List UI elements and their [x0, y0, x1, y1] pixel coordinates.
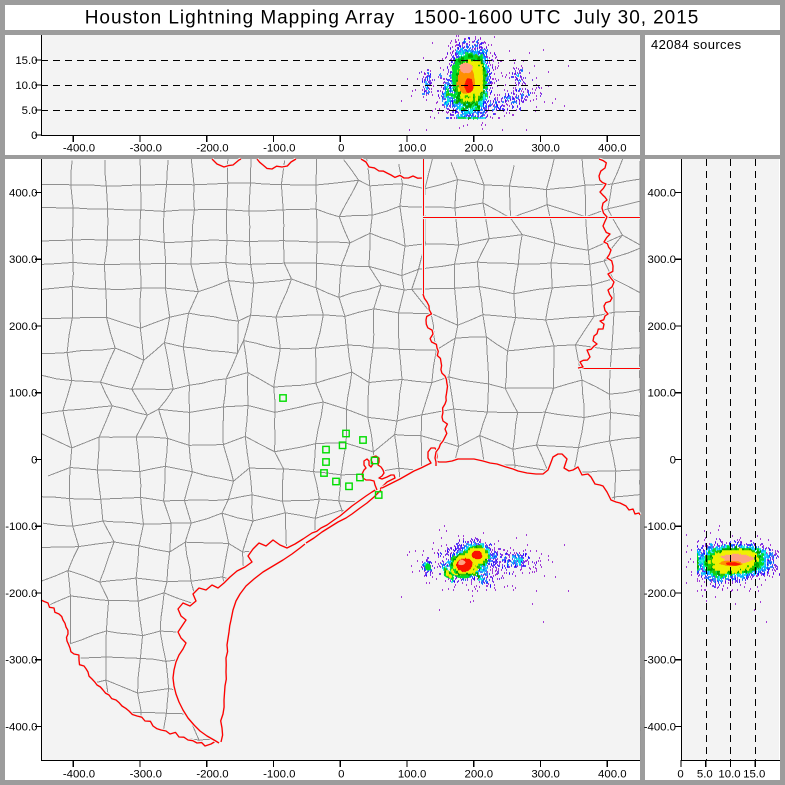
svg-text:-400.0: -400.0 [63, 143, 95, 155]
svg-text:Houston Lightning Mapping Arra: Houston Lightning Mapping Array 1500-160… [85, 8, 699, 29]
svg-text:400.0: 400.0 [647, 187, 676, 199]
svg-text:0: 0 [31, 454, 37, 466]
svg-text:-200.0: -200.0 [196, 768, 228, 780]
svg-text:-200.0: -200.0 [644, 588, 676, 600]
svg-text:0: 0 [31, 130, 37, 142]
svg-text:100.0: 100.0 [647, 388, 676, 400]
svg-text:300.0: 300.0 [531, 768, 560, 780]
svg-text:15.0: 15.0 [743, 768, 765, 780]
svg-text:-100.0: -100.0 [263, 768, 295, 780]
svg-text:5.0: 5.0 [697, 768, 713, 780]
svg-text:0: 0 [338, 768, 344, 780]
svg-text:-300.0: -300.0 [5, 655, 37, 667]
svg-text:100.0: 100.0 [398, 143, 427, 155]
svg-text:-100.0: -100.0 [644, 521, 676, 533]
svg-text:-300.0: -300.0 [644, 655, 676, 667]
svg-text:0: 0 [338, 143, 344, 155]
svg-text:5.0: 5.0 [22, 105, 38, 117]
svg-text:200.0: 200.0 [465, 143, 494, 155]
svg-text:-100.0: -100.0 [263, 143, 295, 155]
svg-text:-300.0: -300.0 [130, 143, 162, 155]
svg-text:-300.0: -300.0 [130, 768, 162, 780]
svg-text:-400.0: -400.0 [63, 768, 95, 780]
svg-text:0: 0 [677, 768, 683, 780]
svg-text:42084 sources: 42084 sources [651, 37, 742, 52]
svg-text:0: 0 [670, 454, 676, 466]
svg-text:200.0: 200.0 [465, 768, 494, 780]
svg-text:10.0: 10.0 [15, 80, 37, 92]
svg-text:-100.0: -100.0 [5, 521, 37, 533]
svg-text:100.0: 100.0 [398, 768, 427, 780]
svg-text:400.0: 400.0 [9, 187, 38, 199]
svg-text:-400.0: -400.0 [644, 721, 676, 733]
svg-text:300.0: 300.0 [9, 254, 38, 266]
svg-text:400.0: 400.0 [598, 768, 627, 780]
svg-text:300.0: 300.0 [647, 254, 676, 266]
svg-text:200.0: 200.0 [9, 321, 38, 333]
svg-text:400.0: 400.0 [598, 143, 627, 155]
svg-text:200.0: 200.0 [647, 321, 676, 333]
svg-text:15.0: 15.0 [15, 55, 37, 67]
svg-text:-200.0: -200.0 [5, 588, 37, 600]
svg-text:-200.0: -200.0 [196, 143, 228, 155]
svg-text:300.0: 300.0 [531, 143, 560, 155]
svg-text:10.0: 10.0 [718, 768, 740, 780]
svg-text:100.0: 100.0 [9, 388, 38, 400]
svg-text:-400.0: -400.0 [5, 721, 37, 733]
